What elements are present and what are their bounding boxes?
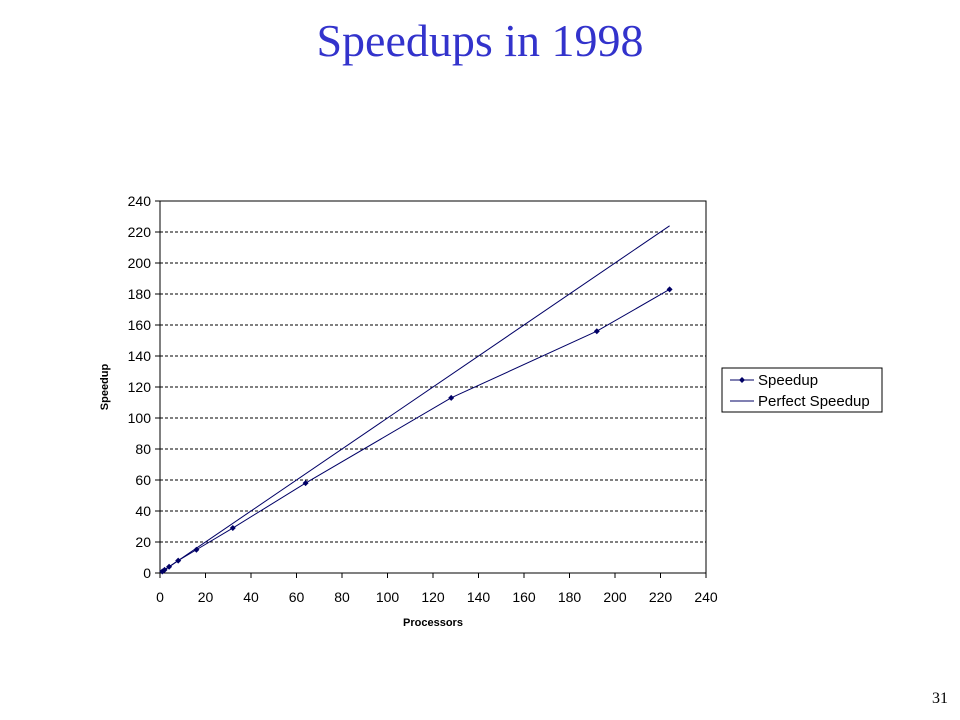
slide-number: 31 — [932, 690, 948, 707]
y-tick-label: 180 — [128, 286, 152, 302]
speedup-series-line — [161, 288, 670, 572]
y-tick-label: 20 — [135, 534, 151, 550]
y-tick-label: 200 — [128, 255, 152, 271]
speedup-data-point — [229, 525, 236, 532]
perfect-speedup-line — [161, 225, 670, 572]
x-tick-label: 20 — [198, 589, 214, 605]
legend-label: Speedup — [758, 372, 818, 389]
x-tick-label: 160 — [512, 589, 536, 605]
x-tick-label: 40 — [243, 589, 259, 605]
y-tick-label: 100 — [128, 410, 152, 426]
x-axis-label: Processors — [403, 617, 463, 629]
slide-title: Speedups in 1998 — [316, 15, 644, 66]
x-tick-label: 200 — [603, 589, 627, 605]
x-tick-label: 240 — [694, 589, 718, 605]
speedup-data-point — [593, 328, 600, 335]
legend-label: Perfect Speedup — [758, 393, 870, 410]
speedup-data-point — [193, 546, 200, 553]
y-tick-label: 60 — [135, 472, 151, 488]
y-tick-label: 160 — [128, 317, 152, 333]
legend-marker — [739, 377, 745, 383]
x-tick-label: 80 — [334, 589, 350, 605]
speedup-data-point — [666, 286, 673, 293]
y-tick-label: 120 — [128, 379, 152, 395]
x-tick-label: 220 — [649, 589, 673, 605]
y-tick-label: 0 — [143, 565, 151, 581]
x-tick-label: 60 — [289, 589, 305, 605]
x-tick-label: 0 — [156, 589, 164, 605]
y-axis-label: Speedup — [99, 363, 111, 410]
speedup-data-point — [302, 480, 309, 487]
y-tick-label: 140 — [128, 348, 152, 364]
y-tick-label: 240 — [128, 193, 152, 209]
y-tick-label: 40 — [135, 503, 151, 519]
x-tick-label: 180 — [558, 589, 582, 605]
x-tick-label: 120 — [421, 589, 445, 605]
y-tick-label: 80 — [135, 441, 151, 457]
x-tick-label: 140 — [467, 589, 491, 605]
y-tick-label: 220 — [128, 224, 152, 240]
legend-box — [721, 367, 883, 413]
speedup-data-point — [448, 394, 455, 401]
x-tick-label: 100 — [376, 589, 400, 605]
